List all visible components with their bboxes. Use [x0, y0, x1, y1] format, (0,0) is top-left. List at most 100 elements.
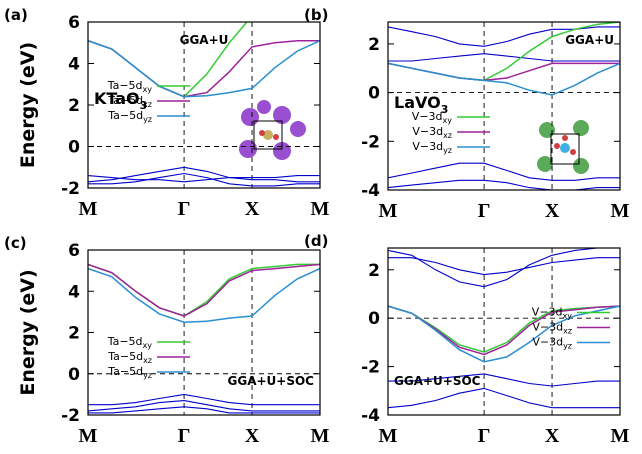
- crystal-icon: [239, 100, 306, 160]
- legend-label: Ta−5dxy: [107, 79, 153, 94]
- band-line: [88, 39, 320, 98]
- panel-label: (b): [304, 6, 328, 24]
- x-tick-label: Γ: [178, 425, 191, 447]
- legend-label: V−3dxz: [412, 125, 452, 140]
- legend-sub: xz: [143, 100, 152, 109]
- legend-name: V−3d: [532, 336, 563, 349]
- legend-sub: xz: [443, 131, 452, 140]
- x-tick-label: M: [379, 200, 398, 222]
- band-line: [388, 62, 620, 96]
- band-line: [388, 257, 620, 276]
- legend-sub: xz: [563, 327, 572, 336]
- x-tick-label: M: [611, 200, 630, 222]
- legend-name: Ta−5d: [107, 350, 143, 363]
- compound-label: LaVO3: [394, 93, 448, 116]
- legend-label: V−3dyz: [412, 140, 452, 155]
- band-line: [88, 175, 320, 183]
- legend-label: V−3dxy: [532, 306, 572, 321]
- compound-base: KTaO: [94, 89, 140, 108]
- legend-label: V−3dxz: [532, 321, 572, 336]
- annotation: GGA+U: [180, 33, 229, 47]
- band-line: [88, 263, 320, 317]
- plot-frame: [87, 21, 321, 189]
- band-line: [88, 406, 320, 414]
- band-line: [388, 62, 620, 82]
- annotation: GGA+U+SOC: [394, 374, 481, 388]
- band-line: [388, 387, 620, 409]
- legend-name: Ta−5d: [107, 335, 143, 348]
- legend-name: V−3d: [412, 125, 443, 138]
- y-tick-label: 0: [68, 138, 80, 158]
- compound-base: LaVO: [394, 93, 441, 112]
- legend-sub: yz: [563, 342, 572, 351]
- plot-frame: [387, 247, 621, 416]
- legend-label: Ta−5dxy: [107, 335, 153, 350]
- annotation: GGA+U: [565, 33, 614, 47]
- compound-sub: 3: [140, 99, 148, 112]
- x-tick-label: M: [79, 198, 98, 220]
- y-tick-label: 6: [68, 241, 80, 261]
- x-tick-label: Γ: [478, 425, 491, 447]
- legend-label: Ta−5dyz: [107, 365, 152, 380]
- band-line: [388, 26, 620, 47]
- x-tick-label: Γ: [178, 198, 191, 220]
- x-tick-label: M: [611, 425, 630, 447]
- band-line: [88, 166, 320, 183]
- y-tick-label: 6: [68, 13, 80, 33]
- panel-label: (d): [304, 232, 328, 250]
- y-tick-label: 4: [68, 282, 80, 302]
- band-line: [88, 263, 320, 317]
- y-tick-label: 0: [368, 309, 380, 329]
- y-tick-label: 2: [368, 261, 380, 281]
- legend-name: V−3d: [532, 306, 563, 319]
- x-tick-label: X: [245, 425, 260, 447]
- legend-name: Ta−5d: [107, 109, 143, 122]
- y-tick-label: -4: [361, 181, 380, 201]
- crystal-icon: [537, 120, 589, 174]
- x-tick-label: M: [79, 425, 98, 447]
- y-axis-label: Energy (eV): [17, 42, 39, 168]
- y-tick-label: 2: [368, 35, 380, 55]
- band-line: [388, 179, 620, 190]
- band-line: [88, 393, 320, 406]
- compound-sub: 3: [441, 103, 449, 116]
- band-line: [388, 53, 620, 62]
- y-axis-label: Energy (eV): [17, 269, 39, 395]
- y-tick-label: 0: [68, 365, 80, 385]
- plot-frame: [87, 249, 321, 416]
- y-tick-label: -2: [61, 406, 80, 426]
- legend-name: Ta−5d: [107, 365, 143, 378]
- legend-name: V−3d: [532, 321, 563, 334]
- legend-sub: xy: [563, 312, 573, 321]
- y-tick-label: -2: [361, 358, 380, 378]
- compound-label: KTaO3: [94, 89, 147, 112]
- legend-label: Ta−5dxz: [107, 94, 152, 109]
- x-tick-label: M: [379, 425, 398, 447]
- y-tick-label: 2: [68, 96, 80, 116]
- band-line: [88, 172, 320, 187]
- x-tick-label: X: [545, 200, 560, 222]
- legend-name: Ta−5d: [107, 79, 143, 92]
- legend-label: V−3dxy: [412, 110, 452, 125]
- x-tick-label: X: [245, 198, 260, 220]
- band-line: [388, 305, 620, 363]
- legend-sub: xz: [143, 356, 152, 365]
- panel-label: (a): [4, 6, 28, 24]
- legend-label: V−3dyz: [532, 336, 572, 351]
- y-tick-label: -2: [61, 179, 80, 199]
- legend-label: Ta−5dxz: [107, 350, 152, 365]
- x-tick-label: Γ: [478, 200, 491, 222]
- band-line: [88, 267, 320, 323]
- band-line: [388, 162, 620, 181]
- y-tick-label: 4: [68, 55, 80, 75]
- x-tick-label: M: [311, 425, 330, 447]
- panel-label: (c): [4, 234, 27, 252]
- band-line: [388, 248, 620, 288]
- legend-sub: xy: [143, 85, 153, 94]
- y-tick-label: -2: [361, 132, 380, 152]
- legend-sub: xy: [143, 341, 153, 350]
- band-line: [88, 400, 320, 412]
- y-tick-label: -4: [361, 406, 380, 426]
- x-tick-label: M: [311, 198, 330, 220]
- annotation: GGA+U+SOC: [228, 374, 315, 388]
